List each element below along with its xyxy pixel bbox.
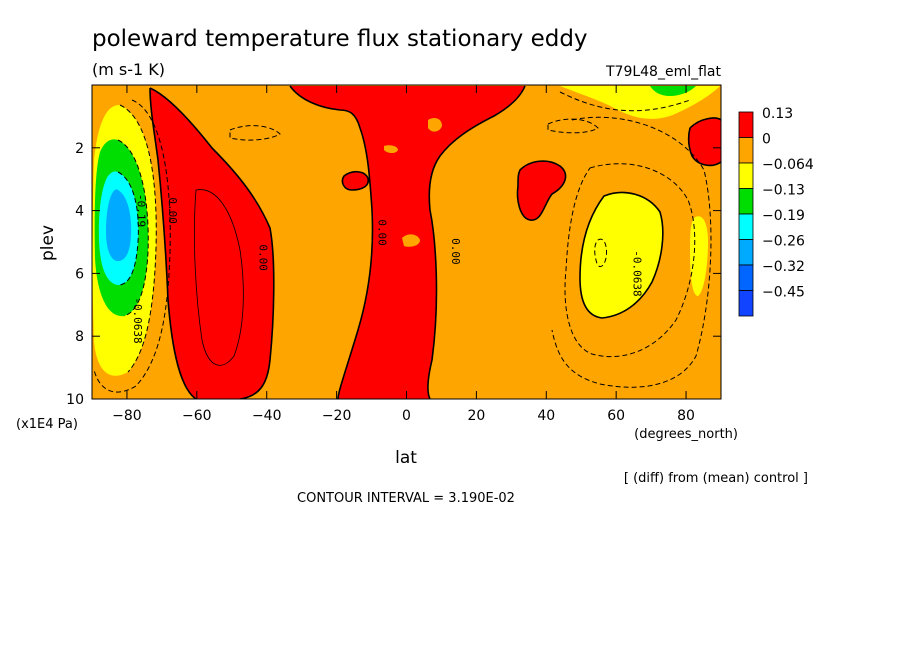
neg-contour-antarctic-3	[117, 171, 139, 286]
legend-label: −0.32	[762, 259, 805, 275]
contour-label: -0.0638	[631, 250, 644, 296]
neg-contour-antarctic-2	[117, 139, 149, 317]
contour-label: -0.0638	[131, 297, 144, 343]
x-tick-label: 60	[607, 408, 625, 424]
neg-contour-north-inner	[594, 238, 607, 267]
positive-patch-28n	[517, 161, 566, 221]
x-tick-label: −20	[322, 408, 352, 424]
legend-swatch	[738, 213, 754, 240]
zero-contour-south-west	[149, 87, 197, 399]
x-tick-label: −40	[252, 408, 282, 424]
zero-contour-patch-28n	[516, 160, 567, 221]
legend-swatch	[738, 188, 754, 215]
neg-contour-north-outer	[564, 163, 696, 358]
neg-contour-antarctic-outer	[93, 99, 171, 393]
contour-label: 0.00	[166, 197, 179, 224]
plot-area: 0.00 0.00 0.00 0.00 -0.0638 -0.19 -0.0638	[92, 85, 721, 399]
contour-interval: CONTOUR INTERVAL = 3.190E-02	[297, 491, 515, 506]
legend-label: −0.45	[762, 285, 805, 301]
positive-patch-south	[342, 171, 369, 190]
diff-note: [ (diff) from (mean) control ]	[624, 471, 808, 486]
x-tick-label: 80	[677, 408, 695, 424]
y-axis: 2 4 6 8 10	[66, 141, 721, 408]
northern-negative-cell	[580, 192, 663, 318]
y-tick-label: 4	[75, 204, 84, 220]
legend-swatch	[738, 162, 754, 189]
neutral-hole-1	[428, 118, 442, 132]
legend-label: 0.13	[762, 106, 793, 122]
neutral-hole-3	[384, 145, 398, 153]
legend-swatch	[738, 137, 754, 164]
legend-label: −0.064	[762, 157, 814, 173]
legend-swatch	[738, 111, 754, 138]
legend-label: 0	[762, 132, 771, 148]
x-axis-label: lat	[395, 448, 417, 468]
southern-positive-band	[150, 88, 274, 399]
x-units-label: (degrees_north)	[634, 427, 738, 442]
upper-arctic-negative-core	[650, 86, 696, 96]
x-tick-label: −60	[182, 408, 212, 424]
x-axis: −80 −60 −40 −20 0 20 40 60 80	[112, 85, 695, 424]
x-tick-label: −80	[112, 408, 142, 424]
y-tick-label: 8	[75, 329, 84, 345]
neg-contour-upper-2	[547, 118, 599, 134]
legend-swatch	[738, 290, 754, 317]
units-label: (m s-1 K)	[92, 60, 165, 79]
zero-contour-equator-east	[427, 85, 526, 399]
y-tick-label: 6	[75, 266, 84, 282]
run-label: T79L48_eml_flat	[605, 64, 722, 80]
positive-patch-arctic	[688, 118, 721, 166]
legend-label: −0.19	[762, 208, 805, 224]
antarctic-negative-core	[106, 189, 132, 262]
zero-contour-equator-west	[289, 85, 374, 399]
x-tick-label: 20	[467, 408, 485, 424]
y-tick-label: 10	[66, 392, 84, 408]
y-tick-label: 2	[75, 141, 84, 157]
contour-label: -0.19	[134, 194, 147, 227]
zero-contour-south	[149, 87, 275, 399]
neg-contour-upper	[229, 125, 281, 141]
color-legend: 0.13 0 −0.064 −0.13 −0.19 −0.26 −0.32 −0.45	[738, 106, 814, 317]
legend-swatch	[738, 239, 754, 266]
contour-label: 0.00	[257, 244, 270, 271]
chart-title: poleward temperature flux stationary edd…	[92, 26, 588, 52]
legend-label: −0.13	[762, 183, 805, 199]
zero-contour-north-cell	[579, 191, 664, 319]
contour-label: 0.00	[449, 238, 462, 264]
zero-contour-patch-south	[341, 170, 370, 191]
legend-label: −0.26	[762, 234, 805, 250]
y-units-label: (x1E4 Pa)	[16, 417, 78, 432]
x-tick-label: 0	[402, 408, 411, 424]
neg-contour-antarctic-1	[119, 104, 157, 373]
pos-contour-south-inner	[194, 189, 244, 366]
contour-labels: 0.00 0.00 0.00 0.00 -0.0638 -0.19 -0.0638	[131, 194, 644, 344]
x-tick-label: 40	[537, 408, 555, 424]
neg-contour-upper-3	[559, 91, 691, 112]
neutral-hole-2	[402, 234, 420, 247]
y-axis-label: plev	[38, 225, 58, 261]
legend-swatch	[738, 264, 754, 291]
zero-contour-patch-arctic	[687, 117, 721, 167]
contour-label: 0.00	[376, 219, 389, 246]
neg-contour-north-wide	[551, 116, 712, 388]
